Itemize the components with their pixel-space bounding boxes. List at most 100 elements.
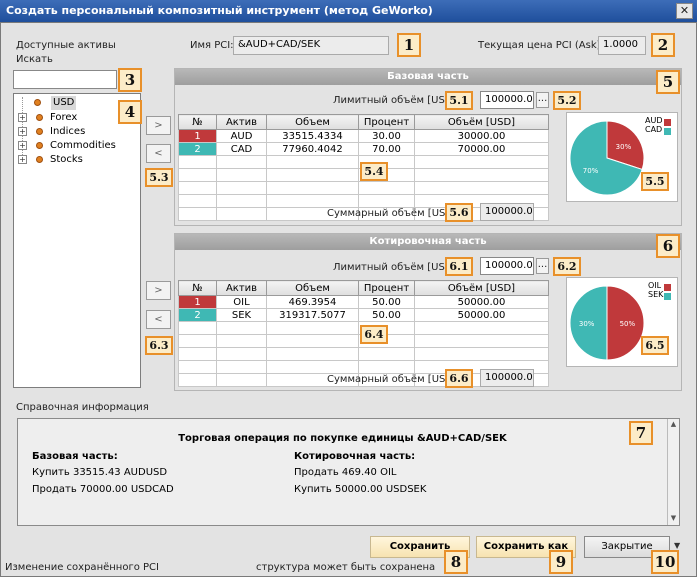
expand-icon[interactable]: + <box>18 155 27 164</box>
table-cell[interactable]: 1 <box>178 129 217 143</box>
expand-icon[interactable]: + <box>18 141 27 150</box>
search-input[interactable] <box>13 70 117 89</box>
table-cell[interactable] <box>266 194 359 208</box>
base-limit-input[interactable]: 100000.00 <box>480 91 534 109</box>
close-button[interactable]: Закрытие <box>584 536 670 558</box>
scroll-down-icon[interactable]: ▼ <box>670 514 677 522</box>
table-cell[interactable] <box>178 168 217 182</box>
table-cell[interactable]: 30.00 <box>358 129 415 143</box>
table-cell[interactable] <box>178 360 217 374</box>
table-cell[interactable]: 77960.4042 <box>266 142 359 156</box>
table-cell[interactable]: SEK <box>216 308 267 322</box>
table-cell[interactable] <box>178 181 217 195</box>
table-cell[interactable]: 2 <box>178 308 217 322</box>
col-header[interactable]: Объем <box>266 280 359 296</box>
table-cell[interactable] <box>266 155 359 169</box>
pci-name-input[interactable]: &AUD+CAD/SEK <box>233 36 389 55</box>
table-cell[interactable] <box>216 334 267 348</box>
col-header[interactable]: № <box>178 280 217 296</box>
col-header[interactable]: Объём [USD] <box>414 280 549 296</box>
table-cell[interactable] <box>266 334 359 348</box>
add-to-quote-button[interactable]: > <box>146 281 171 300</box>
table-cell[interactable]: 50000.00 <box>414 295 549 309</box>
table-row[interactable] <box>178 347 549 361</box>
table-cell[interactable] <box>414 155 549 169</box>
table-cell[interactable] <box>414 321 549 335</box>
col-header[interactable]: № <box>178 114 217 130</box>
table-cell[interactable]: 469.3954 <box>266 295 359 309</box>
table-cell[interactable]: 33515.4334 <box>266 129 359 143</box>
table-cell[interactable]: 319317.5077 <box>266 308 359 322</box>
table-cell[interactable] <box>358 347 415 361</box>
scroll-up-icon[interactable]: ▲ <box>670 420 677 428</box>
table-cell[interactable] <box>178 334 217 348</box>
expand-icon[interactable]: + <box>18 113 27 122</box>
remove-from-quote-button[interactable]: < <box>146 310 171 329</box>
col-header[interactable]: Процент <box>358 280 415 296</box>
table-cell[interactable] <box>216 194 267 208</box>
table-cell[interactable]: 50.00 <box>358 308 415 322</box>
table-cell[interactable]: 50.00 <box>358 295 415 309</box>
table-cell[interactable]: AUD <box>216 129 267 143</box>
quote-limit-more-button[interactable]: ... <box>536 258 549 274</box>
table-cell[interactable] <box>178 321 217 335</box>
table-cell[interactable] <box>178 155 217 169</box>
table-cell[interactable] <box>216 207 267 221</box>
quote-limit-input[interactable]: 100000.00 <box>480 257 534 275</box>
table-row[interactable]: 2 CAD 77960.4042 70.00 70000.00 <box>178 142 549 156</box>
table-cell[interactable] <box>178 373 217 387</box>
table-cell[interactable] <box>266 347 359 361</box>
col-header[interactable]: Актив <box>216 280 267 296</box>
table-row[interactable] <box>178 181 549 195</box>
table-row[interactable]: 1 AUD 33515.4334 30.00 30000.00 <box>178 129 549 143</box>
tree-item-commodities[interactable]: + Commodities <box>18 139 138 153</box>
tree-item-forex[interactable]: + Forex <box>18 111 138 125</box>
table-cell[interactable]: 70.00 <box>358 142 415 156</box>
table-cell[interactable]: OIL <box>216 295 267 309</box>
table-cell[interactable] <box>266 321 359 335</box>
close-window-button[interactable]: ✕ <box>676 3 693 19</box>
assets-tree[interactable]: USD + Forex + Indices + Commodities + St… <box>13 93 141 388</box>
expand-icon[interactable]: + <box>18 127 27 136</box>
table-cell[interactable] <box>216 181 267 195</box>
table-cell[interactable]: 50000.00 <box>414 308 549 322</box>
table-cell[interactable] <box>216 155 267 169</box>
table-cell[interactable]: 70000.00 <box>414 142 549 156</box>
table-cell[interactable] <box>266 360 359 374</box>
table-cell[interactable] <box>266 181 359 195</box>
table-cell[interactable] <box>414 181 549 195</box>
quote-assets-table[interactable]: № Актив Объем Процент Объём [USD] 1 OIL 46… <box>178 280 549 387</box>
col-header[interactable]: Актив <box>216 114 267 130</box>
table-cell[interactable] <box>358 181 415 195</box>
table-cell[interactable] <box>216 347 267 361</box>
table-row[interactable]: 1 OIL 469.3954 50.00 50000.00 <box>178 295 549 309</box>
table-cell[interactable] <box>216 373 267 387</box>
col-header[interactable]: Объём [USD] <box>414 114 549 130</box>
info-scrollbar[interactable]: ▲ ▼ <box>667 419 679 525</box>
table-cell[interactable]: 1 <box>178 295 217 309</box>
tree-item-indices[interactable]: + Indices <box>18 125 138 139</box>
remove-from-base-button[interactable]: < <box>146 144 171 163</box>
table-cell[interactable] <box>216 168 267 182</box>
close-dropdown-icon[interactable]: ▼ <box>674 541 681 550</box>
col-header[interactable]: Процент <box>358 114 415 130</box>
table-row[interactable]: 2 SEK 319317.5077 50.00 50000.00 <box>178 308 549 322</box>
table-cell[interactable] <box>178 207 217 221</box>
base-limit-more-button[interactable]: ... <box>536 92 549 108</box>
table-cell[interactable] <box>414 334 549 348</box>
add-to-base-button[interactable]: > <box>146 116 171 135</box>
table-cell[interactable]: 2 <box>178 142 217 156</box>
table-cell[interactable] <box>358 194 415 208</box>
table-cell[interactable] <box>414 168 549 182</box>
table-cell[interactable]: 30000.00 <box>414 129 549 143</box>
table-cell[interactable] <box>178 347 217 361</box>
table-cell[interactable] <box>216 321 267 335</box>
tree-item-stocks[interactable]: + Stocks <box>18 153 138 167</box>
table-cell[interactable] <box>414 347 549 361</box>
table-cell[interactable] <box>216 360 267 374</box>
table-cell[interactable]: CAD <box>216 142 267 156</box>
col-header[interactable]: Объем <box>266 114 359 130</box>
table-cell[interactable] <box>178 194 217 208</box>
table-cell[interactable] <box>266 168 359 182</box>
table-cell[interactable] <box>358 360 415 374</box>
